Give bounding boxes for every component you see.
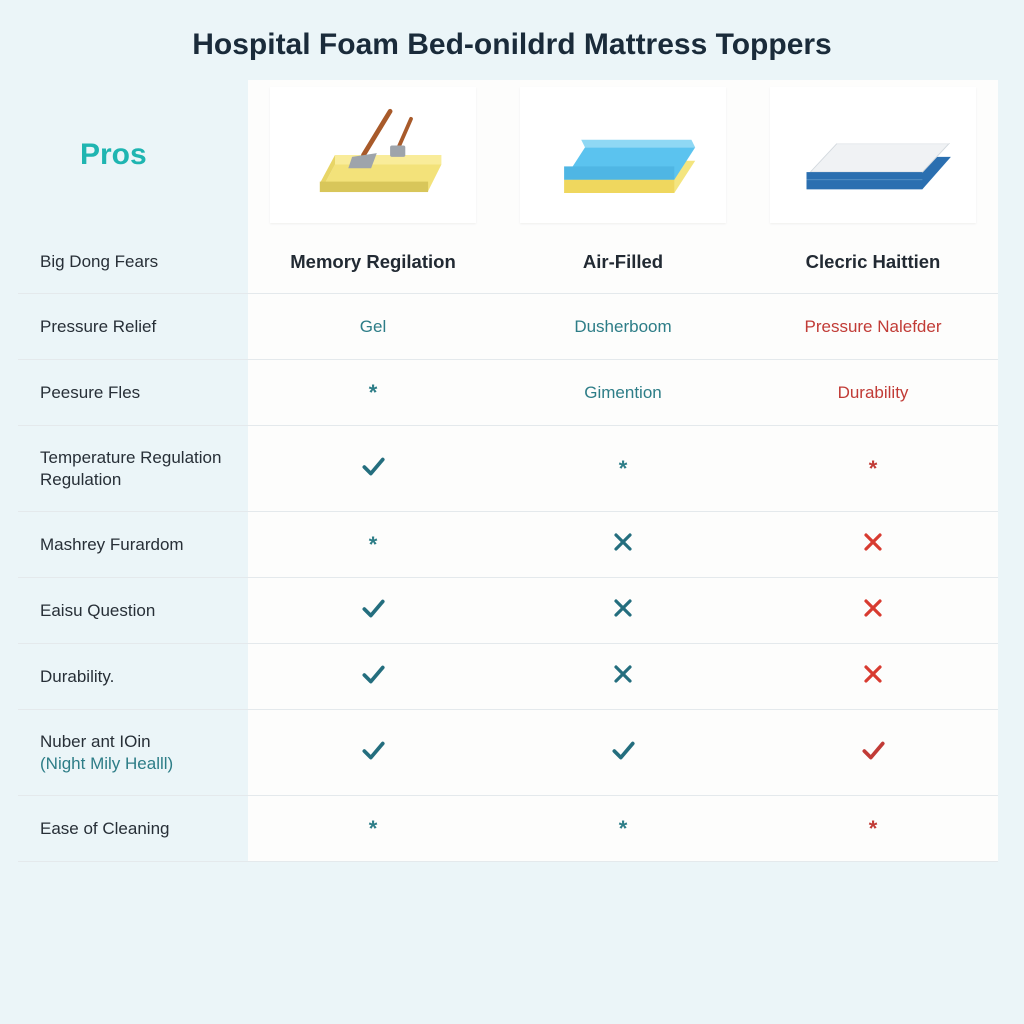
table-cell: * — [248, 796, 498, 862]
mattress-icon — [778, 95, 968, 215]
col-title-2: Air-Filled — [583, 251, 663, 273]
asterisk-icon: * — [869, 456, 878, 482]
row-label: Peesure Fles — [40, 382, 140, 403]
foam-block-tools-icon — [278, 95, 468, 215]
feature-header: Big Dong Fears — [40, 251, 158, 272]
row-label: Ease of Cleaning — [40, 818, 169, 839]
check-icon — [360, 453, 386, 484]
table-cell — [248, 710, 498, 796]
product-image-2 — [498, 80, 748, 230]
col-header-2: Air-Filled — [498, 230, 748, 294]
table-cell: Dusherboom — [498, 294, 748, 360]
table-cell — [248, 578, 498, 644]
table-cell — [498, 644, 748, 710]
feature-row-label: Mashrey Furardom — [18, 512, 248, 578]
table-cell: * — [748, 796, 998, 862]
table-cell — [498, 578, 748, 644]
product-thumb-1 — [270, 87, 476, 223]
table-cell: Gimention — [498, 360, 748, 426]
table-cell — [248, 426, 498, 512]
table-cell: Gel — [248, 294, 498, 360]
foam-layered-icon — [528, 95, 718, 215]
table-cell: Durability — [748, 360, 998, 426]
row-label: Mashrey Furardom — [40, 534, 184, 555]
feature-row-label: Ease of Cleaning — [18, 796, 248, 862]
cell-text: Pressure Nalefder — [804, 317, 941, 337]
col-header-3: Clecric Haittien — [748, 230, 998, 294]
row-label: Nuber ant IOin(Night Mily Healll) — [40, 731, 173, 774]
col-title-3: Clecric Haittien — [806, 251, 941, 273]
col-header-1: Memory Regilation — [248, 230, 498, 294]
table-cell: Pressure Nalefder — [748, 294, 998, 360]
table-cell: * — [248, 360, 498, 426]
asterisk-icon: * — [619, 816, 628, 842]
table-cell — [748, 578, 998, 644]
pros-label-cell: Pros — [18, 80, 248, 230]
table-cell: * — [248, 512, 498, 578]
feature-row-label: Durability. — [18, 644, 248, 710]
cell-text: Gel — [360, 317, 386, 337]
x-icon — [861, 530, 885, 559]
row-label: Pressure Relief — [40, 316, 156, 337]
asterisk-icon: * — [369, 532, 378, 558]
x-icon — [611, 530, 635, 559]
feature-row-label: Temperature Regulation Regulation — [18, 426, 248, 512]
table-cell — [498, 710, 748, 796]
check-icon — [360, 737, 386, 768]
page-title: Hospital Foam Bed-onildrd Mattress Toppe… — [0, 0, 1024, 80]
asterisk-icon: * — [619, 456, 628, 482]
comparison-table: Pros — [18, 80, 1006, 862]
col-title-1: Memory Regilation — [290, 251, 456, 273]
x-icon — [861, 596, 885, 625]
feature-row-label: Eaisu Question — [18, 578, 248, 644]
cell-text: Durability — [838, 383, 909, 403]
x-icon — [861, 662, 885, 691]
check-icon — [610, 737, 636, 768]
feature-row-label: Peesure Fles — [18, 360, 248, 426]
table-cell — [498, 512, 748, 578]
row-label: Durability. — [40, 666, 114, 687]
table-cell — [748, 710, 998, 796]
table-cell: * — [498, 426, 748, 512]
table-cell — [748, 644, 998, 710]
x-icon — [611, 662, 635, 691]
table-cell: * — [748, 426, 998, 512]
cell-text: Gimention — [584, 383, 661, 403]
check-icon — [360, 661, 386, 692]
row-label: Temperature Regulation Regulation — [40, 447, 234, 490]
asterisk-icon: * — [369, 380, 378, 406]
product-image-1 — [248, 80, 498, 230]
product-thumb-3 — [770, 87, 976, 223]
product-image-3 — [748, 80, 998, 230]
table-cell — [748, 512, 998, 578]
asterisk-icon: * — [869, 816, 878, 842]
pros-label: Pros — [40, 136, 147, 174]
product-thumb-2 — [520, 87, 726, 223]
asterisk-icon: * — [369, 816, 378, 842]
table-cell: * — [498, 796, 748, 862]
feature-header-cell: Big Dong Fears — [18, 230, 248, 294]
row-label: Eaisu Question — [40, 600, 155, 621]
x-icon — [611, 596, 635, 625]
cell-text: Dusherboom — [574, 317, 671, 337]
table-cell — [248, 644, 498, 710]
check-icon — [860, 737, 886, 768]
feature-row-label: Pressure Relief — [18, 294, 248, 360]
feature-row-label: Nuber ant IOin(Night Mily Healll) — [18, 710, 248, 796]
check-icon — [360, 595, 386, 626]
